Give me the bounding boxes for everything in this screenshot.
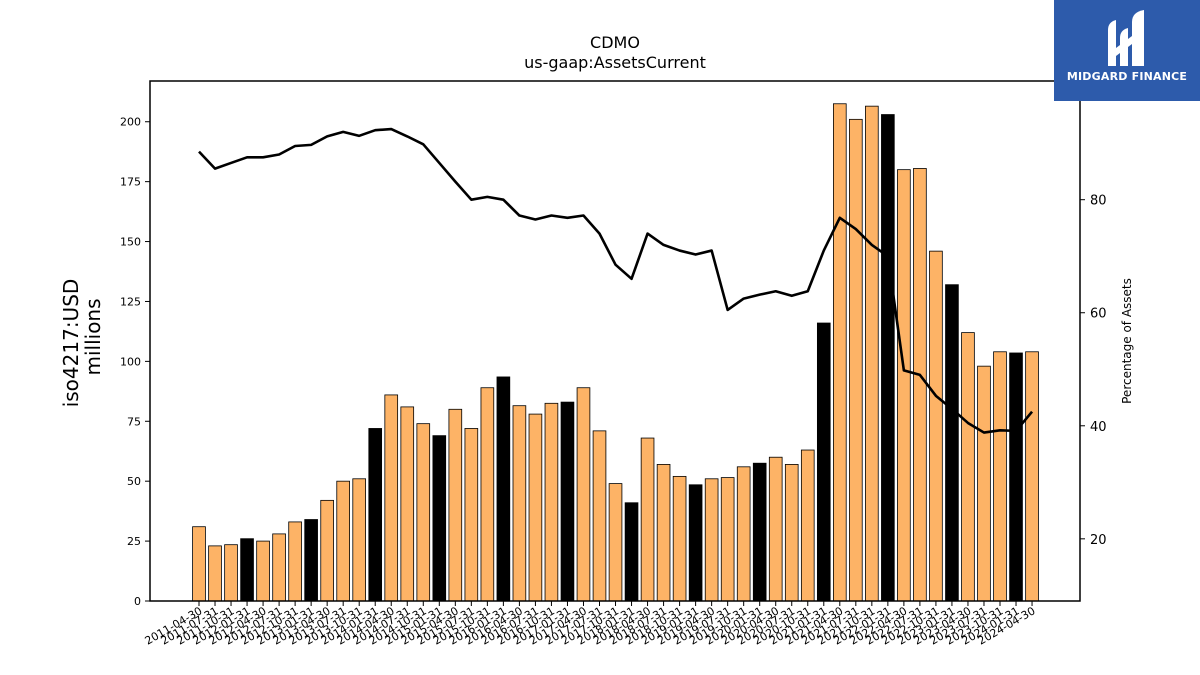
logo-text: MIDGARD FINANCE (1066, 70, 1188, 83)
y2-axis-label: Percentage of Assets (1120, 278, 1134, 404)
bar-2024-04-30 (1025, 351, 1039, 602)
bar-2020-01-31 (752, 462, 767, 602)
bar-2017-04-30 (576, 387, 591, 602)
bar-2023-04-30 (961, 332, 975, 602)
bar-2015-01-31 (432, 435, 447, 602)
bar-2020-04-30 (768, 456, 783, 602)
bar-2015-10-31 (480, 387, 495, 602)
bar-2016-07-31 (528, 413, 543, 602)
bar-2021-04-30 (833, 103, 847, 602)
bar-2020-07-31 (784, 464, 799, 602)
bar-2023-10-31 (993, 351, 1007, 602)
y-tick-label: 0 (134, 595, 141, 608)
bar-2011-07-31 (208, 545, 222, 602)
left-axis: 0 25 50 75 100 125 150 175 200 (120, 116, 150, 608)
bar-2011-04-30 (192, 526, 206, 602)
bar-2013-04-30 (320, 499, 334, 602)
bar-2013-10-31 (352, 478, 366, 602)
bar-2018-04-30 (640, 437, 655, 602)
percentage-line (198, 127, 1034, 434)
bar-2015-04-30 (448, 408, 463, 602)
x-axis: 2011-04-302011-07-312011-10-312012-01-31… (143, 601, 1038, 648)
bar-2019-01-31 (688, 484, 703, 602)
bar-2014-04-30 (384, 394, 399, 602)
y-tick-label: 50 (127, 475, 141, 488)
y-tick-label: 75 (127, 415, 141, 428)
line-series (198, 127, 1034, 434)
bar-2014-07-31 (400, 406, 415, 602)
bar-2023-01-31 (945, 284, 959, 602)
bar-2021-07-31 (849, 118, 863, 602)
plot-frame (149, 80, 1081, 602)
y-axis-label-line2: millions (81, 298, 105, 375)
midgard-logo-icon (1108, 10, 1144, 66)
bar-2019-07-31 (720, 477, 735, 602)
bar-2016-10-31 (544, 402, 559, 602)
bar-2014-01-31 (368, 428, 383, 602)
bar-2016-01-31 (496, 376, 511, 602)
bar-2017-10-31 (608, 483, 623, 602)
y-tick-label: 125 (120, 295, 141, 308)
bar-2024-01-31 (1009, 352, 1023, 602)
y-axis-label-line1: iso4217:USD (59, 279, 83, 408)
y2-tick-label: 80 (1090, 194, 1107, 209)
bar-2019-04-30 (704, 478, 719, 602)
bar-2017-01-31 (560, 401, 575, 602)
bar-2021-10-31 (865, 105, 879, 602)
y-tick-label: 25 (127, 535, 141, 548)
bar-2019-10-31 (736, 466, 751, 602)
bar-2018-07-31 (656, 464, 671, 602)
bar-2013-07-31 (336, 480, 350, 602)
bar-2014-10-31 (416, 423, 431, 602)
right-axis: 20 40 60 80 (1080, 194, 1107, 548)
chart-title: CDMO (590, 33, 640, 52)
bar-2018-01-31 (624, 502, 639, 602)
bar-series (192, 103, 1039, 602)
bar-2012-10-31 (288, 521, 302, 602)
bar-2012-04-30 (256, 540, 270, 602)
y2-tick-label: 40 (1090, 420, 1107, 435)
bar-2022-07-31 (913, 168, 927, 602)
bar-2022-10-31 (929, 250, 943, 602)
bar-2023-07-31 (977, 365, 991, 602)
y-tick-label: 200 (120, 116, 141, 129)
bar-2016-04-30 (512, 405, 527, 602)
bar-2022-04-30 (897, 169, 911, 602)
chart-subtitle: us-gaap:AssetsCurrent (524, 53, 706, 72)
bar-2018-10-31 (672, 475, 687, 602)
bar-2013-01-31 (304, 519, 318, 602)
bar-2012-07-31 (272, 533, 286, 602)
y-tick-label: 175 (120, 176, 141, 189)
bar-2011-10-31 (224, 544, 238, 602)
y-tick-label: 150 (120, 236, 141, 249)
bar-2012-01-31 (240, 538, 254, 602)
y2-tick-label: 60 (1090, 307, 1107, 322)
bar-2022-01-31 (881, 114, 895, 602)
midgard-finance-logo: MIDGARD FINANCE (1054, 0, 1200, 101)
bar-2017-07-31 (592, 430, 607, 602)
bar-2020-10-31 (800, 449, 815, 602)
bar-2015-07-31 (464, 428, 479, 602)
y2-tick-label: 20 (1090, 533, 1107, 548)
y-tick-label: 100 (120, 355, 141, 368)
bar-2021-01-31 (816, 322, 831, 602)
